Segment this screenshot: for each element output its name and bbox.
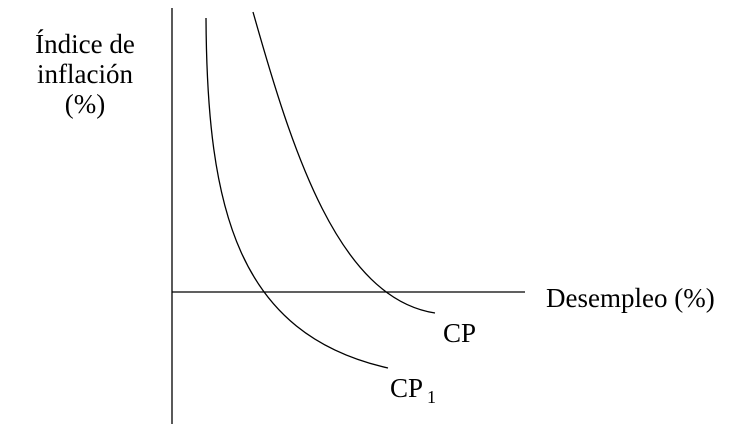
y-axis-label: (%) — [65, 89, 105, 119]
x-axis-label: Desempleo (%) — [546, 283, 715, 313]
curve-cp1 — [205, 17, 389, 369]
curve-cp — [252, 11, 436, 314]
curve-label-main: CP — [390, 373, 423, 403]
y-axis-label: inflación — [37, 59, 133, 89]
curve-label: CP — [443, 318, 476, 348]
curve-label-subscript: 1 — [427, 387, 436, 407]
curve-label: CP 1 — [390, 373, 436, 407]
y-axis-label: Índice de — [35, 29, 135, 59]
